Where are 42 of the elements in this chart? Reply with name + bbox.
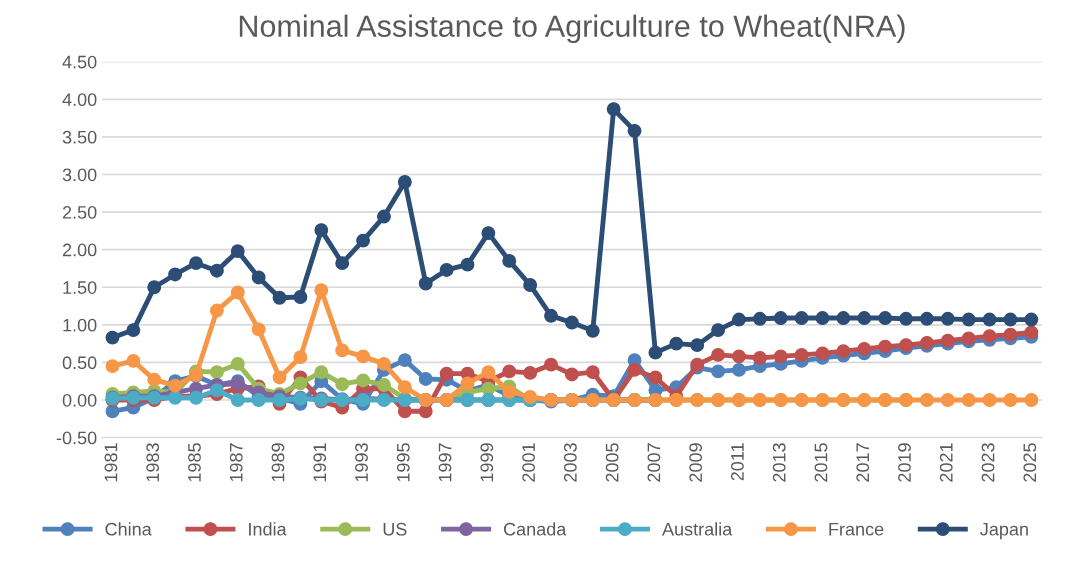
y-tick-label: 1.50 — [63, 281, 97, 294]
legend-label: Japan — [980, 522, 1028, 540]
x-tick-label: 2021 — [939, 443, 953, 482]
x-tick-label: 2015 — [814, 443, 828, 482]
legend-label: India — [249, 522, 287, 536]
x-tick-label: 2003 — [563, 443, 577, 482]
legend-label: US — [383, 522, 407, 536]
x-tick-label: 2009 — [689, 443, 703, 482]
y-tick-label: 4.50 — [62, 55, 97, 69]
x-tick-label: 1983 — [146, 443, 160, 482]
x-tick-label: 1985 — [188, 443, 201, 482]
x-tick-label: 1997 — [438, 443, 452, 482]
x-tick-label: 2017 — [856, 443, 870, 482]
y-tick-label: 0.50 — [62, 356, 97, 370]
x-tick-label: 2019 — [898, 443, 911, 482]
y-tick-label: 0.00 — [62, 393, 97, 407]
x-tick-label: 1981 — [104, 443, 118, 482]
y-tick-label: 3.00 — [62, 168, 97, 182]
y-tick-label: 3.50 — [62, 130, 97, 144]
legend-label: China — [105, 522, 152, 536]
y-tick-label: 4.00 — [62, 93, 97, 107]
x-tick-label: 2013 — [772, 443, 786, 482]
x-tick-label: 2005 — [605, 443, 619, 482]
x-tick-label: 1993 — [355, 443, 368, 482]
legend-label: Australia — [662, 522, 733, 536]
legend-label: France — [829, 522, 884, 536]
x-tick-label: 2001 — [522, 443, 535, 482]
x-tick-label: 1995 — [396, 443, 410, 482]
y-tick-label: 2.00 — [62, 243, 97, 257]
x-tick-label: 1987 — [229, 443, 243, 482]
x-tick-label: 1989 — [271, 443, 285, 482]
chart-title: Nominal Assistance to Agriculture to Wheat(NRA) — [239, 14, 905, 44]
y-tick-label: 2.50 — [62, 205, 97, 219]
x-tick-label: 1991 — [313, 443, 327, 482]
x-tick-label: 2025 — [1023, 443, 1037, 482]
y-tick-label: -0.50 — [56, 431, 97, 445]
x-tick-label: 2023 — [981, 443, 995, 482]
x-tick-label: 1999 — [480, 443, 494, 482]
x-tick-label: 2007 — [647, 443, 661, 482]
y-tick-label: 1.00 — [63, 318, 97, 332]
legend-label: Canada — [503, 522, 567, 536]
x-tick-label: 2011 — [731, 443, 744, 481]
